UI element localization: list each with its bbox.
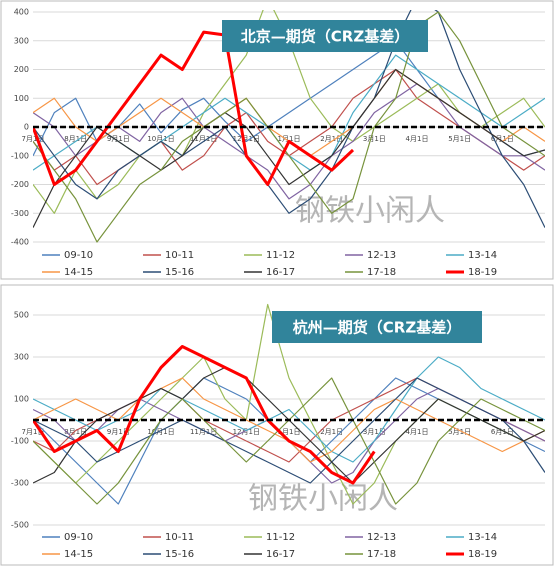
- y-tick-label: -300: [11, 209, 29, 218]
- series-line: [33, 68, 545, 228]
- legend-label: 18-19: [468, 267, 497, 278]
- x-tick-label: 12月1日: [233, 135, 260, 143]
- series-line: [33, 11, 545, 243]
- x-tick-label: 11月1日: [190, 428, 217, 436]
- chart: -500 -300 -100 100 300 500 7月1日 8月1日 9月1日 10月1日 11…: [11, 303, 545, 560]
- legend-label: 11-12: [266, 250, 295, 261]
- legend-label: 16-17: [266, 549, 295, 560]
- x-tick-label: 12月1日: [233, 428, 260, 436]
- title-box: [222, 20, 428, 52]
- legend-label: 09-10: [64, 250, 93, 261]
- y-tick-label: 500: [14, 311, 29, 320]
- chart-title: 北京—期货（CRZ基差）: [241, 28, 409, 46]
- x-tick-label: 6月1日: [491, 135, 514, 143]
- legend-label: 13-14: [468, 250, 497, 261]
- x-tick-label: 6月1日: [491, 428, 514, 436]
- legend-label: 15-16: [165, 267, 194, 278]
- y-tick-label: 300: [14, 353, 29, 362]
- y-tick-label: 100: [14, 94, 29, 103]
- x-tick-label: 1月1日: [278, 135, 301, 143]
- title-box: [272, 311, 482, 343]
- x-tick-label: 2月1日: [320, 428, 343, 436]
- legend-label: 14-15: [64, 267, 93, 278]
- legend-label: 09-10: [64, 532, 93, 543]
- x-tick-label: 8月1日: [64, 135, 87, 143]
- y-tick-label: -200: [11, 180, 29, 189]
- x-tick-label: 5月1日: [448, 135, 471, 143]
- x-tick-label: 10月1日: [147, 428, 174, 436]
- x-tick-label: 9月1日: [107, 135, 130, 143]
- x-tick-label: 3月1日: [363, 135, 386, 143]
- x-tick-label: 7月1日: [22, 428, 45, 436]
- y-tick-label: 200: [14, 65, 29, 74]
- legend-label: 16-17: [266, 267, 295, 278]
- x-tick-label: 3月1日: [363, 428, 386, 436]
- legend-label: 10-11: [165, 250, 194, 261]
- y-tick-label: -300: [11, 479, 29, 488]
- x-tick-label: 7月1日: [22, 135, 45, 143]
- legend-label: 11-12: [266, 532, 295, 543]
- legend-label: 17-18: [367, 549, 396, 560]
- y-tick-label: 0: [24, 123, 29, 132]
- x-tick-label: 4月1日: [406, 135, 429, 143]
- x-tick-label: 2月1日: [320, 135, 343, 143]
- x-tick-label: 9月1日: [107, 428, 130, 436]
- legend-label: 17-18: [367, 267, 396, 278]
- watermark: 钢铁小闲人: [248, 482, 398, 517]
- y-tick-label: 300: [14, 36, 29, 45]
- chart: -400 -300 -200 -100 0 100 200 300 400 7月1日 8月1日 9月1…: [11, 8, 545, 278]
- x-tick-label: 5月1日: [448, 428, 471, 436]
- legend-label: 13-14: [468, 532, 497, 543]
- y-tick-label: 400: [14, 8, 29, 17]
- chart-title: 杭州—期货（CRZ基差）: [293, 319, 461, 337]
- series-line: [33, 345, 376, 485]
- series-line: [33, 10, 545, 228]
- legend-label: 12-13: [367, 250, 396, 261]
- series-line: [33, 30, 355, 186]
- y-tick-label: -500: [11, 521, 29, 530]
- legend-label: 18-19: [468, 549, 497, 560]
- x-tick-label: 10月1日: [147, 135, 174, 143]
- y-tick-label: 100: [14, 395, 29, 404]
- legend-label: 15-16: [165, 549, 194, 560]
- legend-label: 10-11: [165, 532, 194, 543]
- legend-label: 14-15: [64, 549, 93, 560]
- y-tick-label: -100: [11, 437, 29, 446]
- y-tick-label: -100: [11, 151, 29, 160]
- y-tick-label: -400: [11, 238, 29, 247]
- x-tick-label: 11月1日: [190, 135, 217, 143]
- x-tick-label: 8月1日: [64, 428, 87, 436]
- watermark: 钢铁小闲人: [295, 194, 445, 229]
- x-tick-label: 1月1日: [278, 428, 301, 436]
- x-tick-label: 4月1日: [406, 428, 429, 436]
- legend-label: 12-13: [367, 532, 396, 543]
